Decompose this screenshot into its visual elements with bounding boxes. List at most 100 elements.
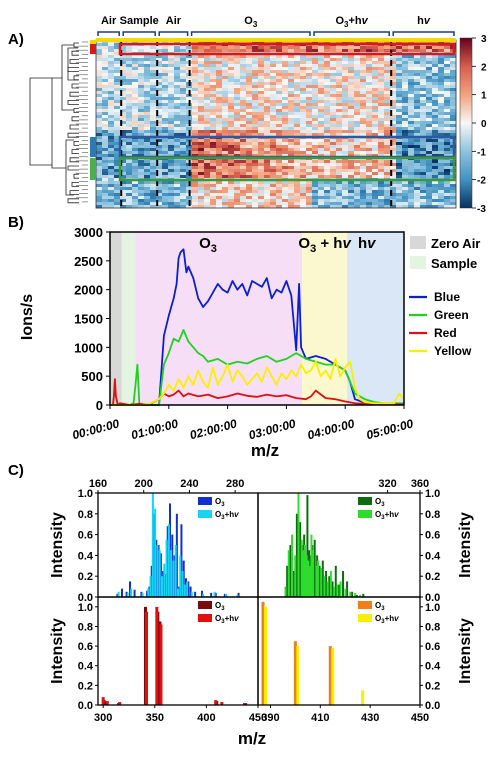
heatmap-cell bbox=[336, 97, 343, 101]
heatmap-cell bbox=[270, 175, 277, 179]
heatmap-cell bbox=[246, 190, 253, 194]
heatmap-cell bbox=[96, 124, 103, 128]
heatmap-cell bbox=[330, 115, 337, 119]
heatmap-cell bbox=[330, 181, 337, 185]
heatmap-cell bbox=[384, 154, 391, 158]
heatmap-cell bbox=[426, 67, 433, 71]
heatmap-cell bbox=[336, 121, 343, 125]
heatmap-cell bbox=[438, 202, 445, 206]
heatmap-cell bbox=[450, 64, 457, 68]
heatmap-cell bbox=[252, 127, 259, 131]
heatmap-cell bbox=[120, 97, 127, 101]
heatmap-cell bbox=[126, 76, 133, 80]
heatmap-cell bbox=[174, 76, 181, 80]
heatmap-cell bbox=[240, 187, 247, 191]
heatmap-cell bbox=[192, 163, 199, 167]
label-part: +h bbox=[385, 510, 395, 519]
heatmap-cell bbox=[426, 142, 433, 146]
heatmap-cell bbox=[276, 154, 283, 158]
legend-label-zero-air: Zero Air bbox=[431, 236, 480, 251]
heatmap-cell bbox=[258, 112, 265, 116]
heatmap-cell bbox=[228, 139, 235, 143]
heatmap-cell bbox=[294, 160, 301, 164]
heatmap-cell bbox=[270, 193, 277, 197]
heatmap-cell bbox=[144, 193, 151, 197]
heatmap-cell bbox=[282, 154, 289, 158]
heatmap-cell bbox=[414, 127, 421, 131]
heatmap-cell bbox=[384, 196, 391, 200]
heatmap-cell bbox=[384, 67, 391, 71]
heatmap-cell bbox=[312, 91, 319, 95]
heatmap-cell bbox=[288, 172, 295, 176]
heatmap-cell bbox=[324, 184, 331, 188]
heatmap-cell bbox=[216, 79, 223, 83]
heatmap-cell bbox=[348, 85, 355, 89]
heatmap-cell bbox=[132, 145, 139, 149]
heatmap-cell bbox=[156, 46, 163, 50]
heatmap-cell bbox=[306, 91, 313, 95]
heatmap-cell bbox=[216, 202, 223, 206]
heatmap-cell bbox=[366, 205, 373, 209]
heatmap-cell bbox=[312, 172, 319, 176]
heatmap-cell bbox=[180, 85, 187, 89]
x-tick-label: 280 bbox=[226, 478, 244, 490]
heatmap-cell bbox=[114, 190, 121, 194]
heatmap-cell bbox=[264, 187, 271, 191]
heatmap-cell bbox=[438, 64, 445, 68]
heatmap-cell bbox=[132, 151, 139, 155]
heatmap-cell bbox=[450, 118, 457, 122]
heatmap-cell bbox=[354, 58, 361, 62]
heatmap-cell bbox=[210, 124, 217, 128]
heatmap-cell bbox=[126, 115, 133, 119]
heatmap-cell bbox=[378, 73, 385, 77]
heatmap-cell bbox=[108, 157, 115, 161]
heatmap-cell bbox=[108, 199, 115, 203]
heatmap-cell bbox=[198, 112, 205, 116]
heatmap-cell bbox=[150, 49, 157, 53]
heatmap-cell bbox=[426, 58, 433, 62]
heatmap-cell bbox=[444, 85, 451, 89]
dendrogram-link bbox=[73, 75, 79, 81]
heatmap-cell bbox=[354, 196, 361, 200]
heatmap-cell bbox=[204, 172, 211, 176]
heatmap-cell bbox=[240, 169, 247, 173]
heatmap-cell bbox=[414, 190, 421, 194]
heatmap-cell bbox=[96, 109, 103, 113]
heatmap-cell bbox=[138, 121, 145, 125]
heatmap-cell bbox=[432, 94, 439, 98]
heatmap-cell bbox=[228, 82, 235, 86]
heatmap-cell bbox=[264, 121, 271, 125]
heatmap-cell bbox=[402, 124, 409, 128]
colorbar-gradient bbox=[459, 37, 473, 209]
heatmap-cell bbox=[108, 94, 115, 98]
heatmap-cell bbox=[138, 175, 145, 179]
heatmap-cell bbox=[438, 91, 445, 95]
heatmap-cell bbox=[204, 181, 211, 185]
heatmap-cell bbox=[132, 94, 139, 98]
heatmap-cell bbox=[408, 82, 415, 86]
heatmap-cell bbox=[102, 58, 109, 62]
heatmap-cell bbox=[330, 124, 337, 128]
heatmap-cell bbox=[246, 103, 253, 107]
heatmap-cell bbox=[294, 139, 301, 143]
heatmap-cell bbox=[300, 61, 307, 65]
heatmap-cell bbox=[318, 130, 325, 134]
heatmap-cell bbox=[336, 91, 343, 95]
heatmap-cell bbox=[384, 169, 391, 173]
heatmap-cell bbox=[276, 55, 283, 59]
heatmap-cell bbox=[438, 187, 445, 191]
heatmap-cell bbox=[102, 100, 109, 104]
heatmap-cell bbox=[168, 88, 175, 92]
heatmap-cell bbox=[144, 112, 151, 116]
heatmap-cell bbox=[114, 115, 121, 119]
heatmap-cell bbox=[126, 151, 133, 155]
heatmap-cell bbox=[258, 160, 265, 164]
heatmap-cell bbox=[372, 82, 379, 86]
heatmap-cell bbox=[372, 133, 379, 137]
heatmap-cell bbox=[372, 193, 379, 197]
heatmap-cell bbox=[390, 172, 397, 176]
heatmap-cell bbox=[402, 70, 409, 74]
heatmap-cell bbox=[366, 64, 373, 68]
heatmap-cell bbox=[432, 46, 439, 50]
heatmap-cell bbox=[228, 142, 235, 146]
